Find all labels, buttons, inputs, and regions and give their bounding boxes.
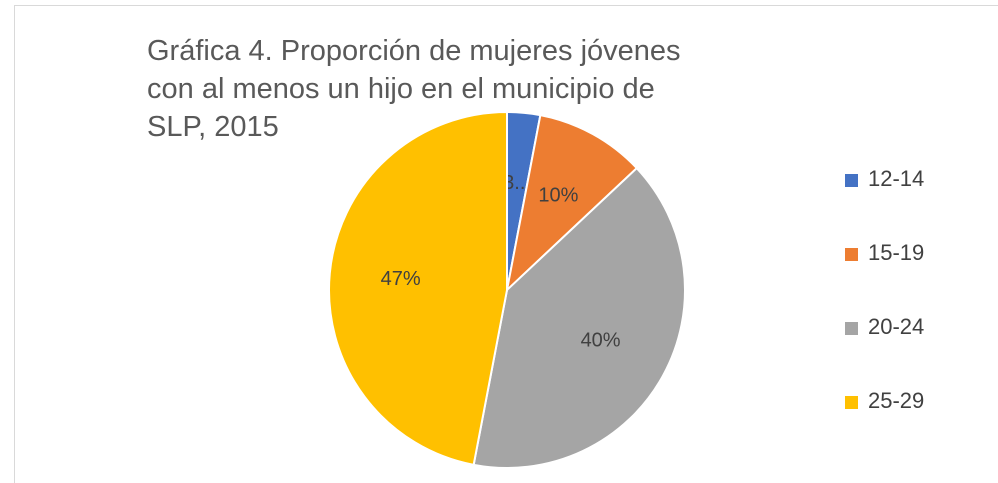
legend-label: 12-14 bbox=[868, 166, 924, 191]
pie-slice bbox=[328, 110, 508, 467]
pie-slice bbox=[505, 113, 639, 293]
legend-swatch bbox=[845, 174, 858, 187]
legend-label: 20-24 bbox=[868, 314, 924, 339]
pie-slice bbox=[472, 166, 686, 469]
data-label: 3... bbox=[503, 172, 531, 194]
chart-title: Gráfica 4. Proporción de mujeres jóvenes… bbox=[147, 35, 681, 143]
data-label: 47% bbox=[381, 268, 421, 290]
legend-swatch bbox=[845, 322, 858, 335]
legend-swatch bbox=[845, 248, 858, 261]
data-label: 10% bbox=[538, 185, 578, 207]
legend-label: 25-29 bbox=[868, 388, 924, 413]
chart-border bbox=[14, 5, 998, 483]
legend-swatch bbox=[845, 396, 858, 409]
legend-label: 15-19 bbox=[868, 240, 924, 265]
data-label: 40% bbox=[581, 330, 621, 352]
